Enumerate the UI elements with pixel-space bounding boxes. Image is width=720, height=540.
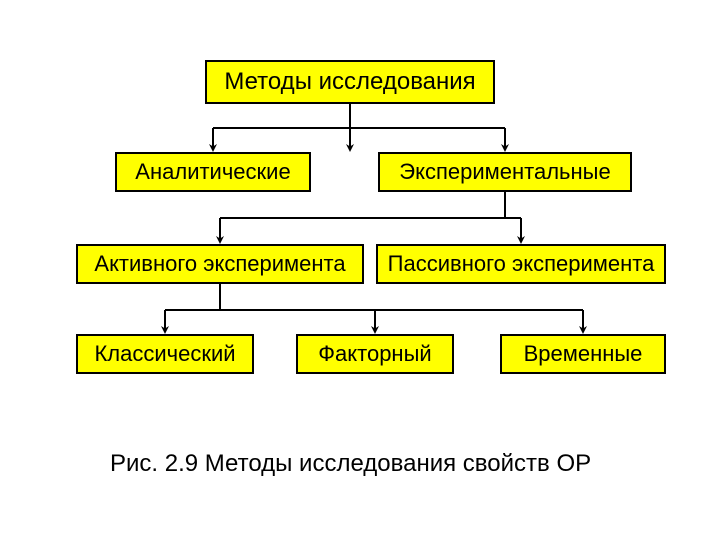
node-analytical: Аналитические — [115, 152, 311, 192]
node-temporal: Временные — [500, 334, 666, 374]
diagram-canvas: Методы исследования Аналитические Экспер… — [0, 0, 720, 540]
figure-caption: Рис. 2.9 Методы исследования свойств ОР — [110, 450, 591, 478]
node-active-label: Активного эксперимента — [94, 251, 345, 277]
node-factorial: Факторный — [296, 334, 454, 374]
node-root-label: Методы исследования — [224, 68, 475, 96]
node-root: Методы исследования — [205, 60, 495, 104]
figure-caption-text: Рис. 2.9 Методы исследования свойств ОР — [110, 450, 591, 477]
node-experimental-label: Экспериментальные — [399, 159, 610, 185]
node-passive-label: Пассивного эксперимента — [388, 251, 655, 277]
node-analytical-label: Аналитические — [135, 159, 290, 185]
node-experimental: Экспериментальные — [378, 152, 632, 192]
node-temporal-label: Временные — [524, 341, 643, 367]
node-classical: Классический — [76, 334, 254, 374]
node-classical-label: Классический — [94, 341, 235, 367]
node-passive: Пассивного эксперимента — [376, 244, 666, 284]
node-active: Активного эксперимента — [76, 244, 364, 284]
node-factorial-label: Факторный — [318, 341, 431, 367]
